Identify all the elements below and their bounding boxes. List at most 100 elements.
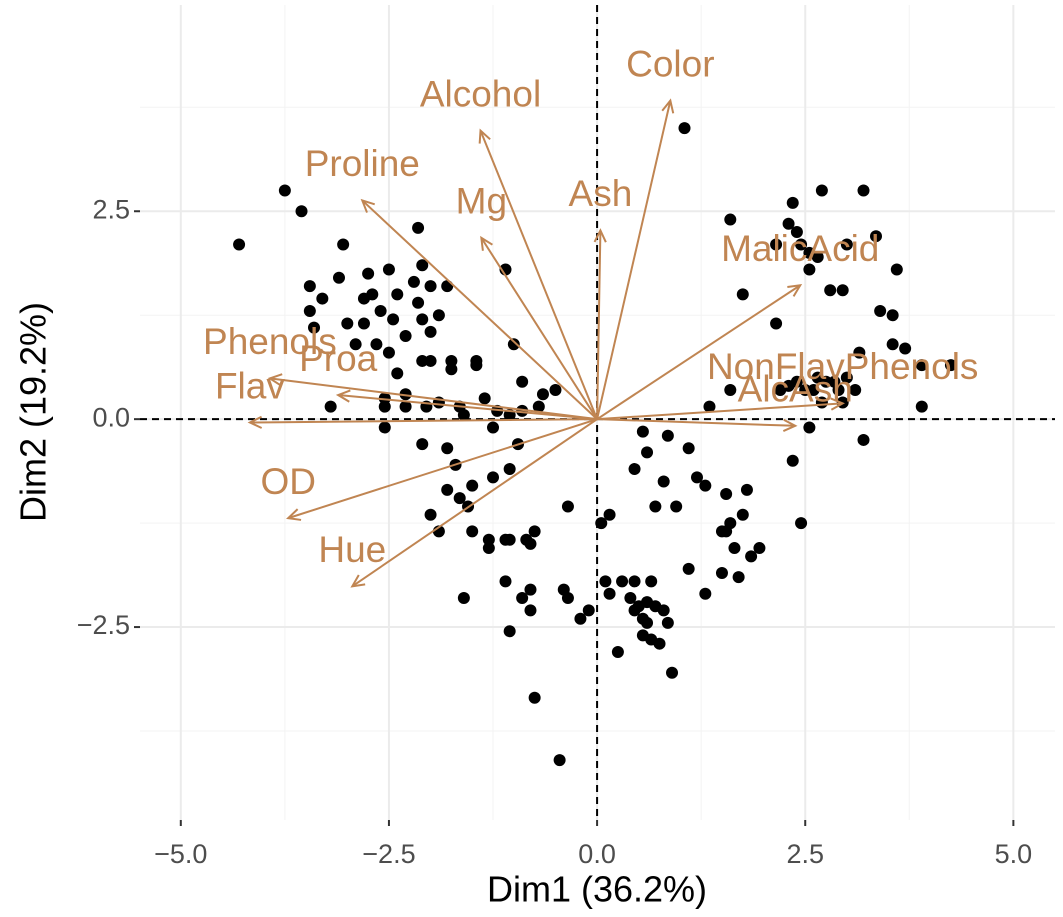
- point: [466, 479, 479, 492]
- point: [316, 292, 329, 305]
- point: [874, 305, 887, 318]
- point: [324, 400, 337, 413]
- point: [532, 400, 545, 413]
- point: [466, 525, 479, 538]
- point: [899, 342, 912, 355]
- point: [378, 421, 391, 434]
- point: [391, 367, 404, 380]
- point: [641, 616, 654, 629]
- point: [457, 408, 470, 421]
- point: [561, 500, 574, 513]
- variable-label: Phenols: [203, 321, 337, 362]
- point: [807, 384, 820, 397]
- point: [736, 508, 749, 521]
- point: [770, 238, 783, 251]
- point: [824, 284, 837, 297]
- point: [690, 471, 703, 484]
- variable-label: Hue: [318, 529, 386, 570]
- variable-label: Proline: [305, 143, 420, 184]
- variable-label: OD: [260, 461, 316, 502]
- point: [295, 205, 308, 218]
- point: [886, 338, 899, 351]
- variable-arrow: [269, 377, 598, 421]
- point: [670, 500, 683, 513]
- point: [803, 263, 816, 276]
- variable-label: AlcAsh: [738, 369, 853, 410]
- point: [378, 392, 391, 405]
- point: [387, 313, 400, 326]
- variable-arrow: [361, 199, 598, 420]
- point: [416, 354, 429, 367]
- arrow-head: [478, 128, 491, 144]
- point: [599, 575, 612, 588]
- variable-label: Alcohol: [420, 73, 541, 114]
- point: [424, 354, 437, 367]
- point: [349, 338, 362, 351]
- y-axis-title: Dim2 (19.2%): [13, 302, 54, 522]
- point: [666, 666, 679, 679]
- variable-label: Color: [626, 43, 714, 84]
- point: [820, 375, 833, 388]
- arrow-head: [247, 415, 263, 429]
- point: [416, 438, 429, 451]
- point: [516, 404, 529, 417]
- point: [811, 250, 824, 263]
- point: [416, 313, 429, 326]
- point: [407, 275, 420, 288]
- point: [445, 363, 458, 376]
- point: [753, 542, 766, 555]
- point: [915, 400, 928, 413]
- arrow-head: [480, 235, 493, 251]
- arrow-head: [286, 508, 302, 521]
- point: [869, 230, 882, 243]
- point: [699, 479, 712, 492]
- point: [441, 483, 454, 496]
- point: [720, 488, 733, 500]
- point: [745, 550, 758, 563]
- point: [382, 346, 395, 359]
- variable-label: Mg: [456, 181, 507, 222]
- point: [399, 400, 412, 413]
- point: [582, 604, 595, 617]
- x-tick-label: −2.5: [362, 839, 415, 869]
- variable-arrow: [480, 237, 598, 420]
- point: [549, 384, 562, 397]
- point: [724, 384, 737, 397]
- point: [857, 184, 870, 197]
- arrow-head: [661, 98, 675, 114]
- point: [641, 446, 654, 459]
- point: [628, 575, 641, 588]
- arrow-head: [787, 283, 803, 297]
- point: [503, 463, 516, 476]
- point: [378, 400, 391, 413]
- point: [786, 196, 799, 209]
- point: [595, 517, 608, 530]
- point: [528, 525, 541, 538]
- point: [786, 454, 799, 467]
- point: [441, 442, 454, 455]
- point: [799, 384, 812, 397]
- point: [233, 238, 246, 251]
- point: [782, 217, 795, 230]
- point: [337, 238, 350, 251]
- point: [357, 317, 370, 330]
- point: [499, 575, 512, 588]
- point: [524, 583, 537, 596]
- point: [944, 359, 957, 372]
- x-tick-label: −5.0: [154, 839, 207, 869]
- point: [724, 517, 737, 530]
- point: [332, 271, 345, 284]
- point: [399, 388, 412, 401]
- point: [649, 500, 662, 513]
- point: [366, 288, 379, 301]
- point: [699, 587, 712, 600]
- y-tick-label: 0.0: [92, 402, 130, 432]
- x-tick-label: 2.5: [786, 839, 824, 869]
- point: [362, 267, 375, 280]
- point: [715, 567, 728, 580]
- point: [790, 226, 803, 239]
- point: [561, 591, 574, 604]
- point: [553, 754, 566, 767]
- point: [728, 542, 741, 555]
